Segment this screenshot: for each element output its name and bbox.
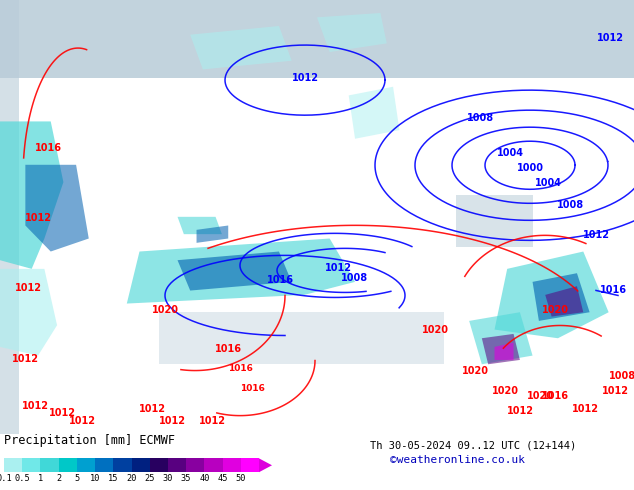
Bar bbox=[456, 195, 533, 247]
Text: 45: 45 bbox=[217, 474, 228, 483]
Polygon shape bbox=[495, 251, 609, 338]
Text: 1012: 1012 bbox=[292, 73, 318, 83]
Polygon shape bbox=[545, 286, 583, 317]
Text: 1020: 1020 bbox=[152, 305, 179, 316]
Bar bbox=[22, 458, 41, 472]
Polygon shape bbox=[197, 225, 228, 243]
Polygon shape bbox=[178, 251, 292, 291]
Text: 0.1: 0.1 bbox=[0, 474, 12, 483]
Polygon shape bbox=[469, 312, 533, 364]
Text: 1008: 1008 bbox=[342, 273, 368, 283]
Bar bbox=[168, 458, 186, 472]
Text: ©weatheronline.co.uk: ©weatheronline.co.uk bbox=[390, 455, 525, 466]
Text: 40: 40 bbox=[199, 474, 210, 483]
Polygon shape bbox=[0, 269, 57, 356]
Polygon shape bbox=[190, 26, 292, 70]
Text: 1004: 1004 bbox=[496, 148, 524, 158]
Bar bbox=[223, 458, 241, 472]
Text: 1008: 1008 bbox=[609, 370, 634, 381]
Text: 15: 15 bbox=[108, 474, 119, 483]
Text: 1012: 1012 bbox=[325, 264, 351, 273]
Bar bbox=[41, 458, 58, 472]
Bar bbox=[77, 458, 95, 472]
Text: 25: 25 bbox=[145, 474, 155, 483]
Text: Precipitation [mm] ECMWF: Precipitation [mm] ECMWF bbox=[4, 434, 175, 447]
Polygon shape bbox=[317, 13, 387, 52]
Bar bbox=[0, 0, 634, 78]
Text: 1: 1 bbox=[38, 474, 43, 483]
Polygon shape bbox=[482, 334, 520, 364]
Text: 1012: 1012 bbox=[138, 404, 165, 414]
Bar bbox=[150, 458, 168, 472]
Bar bbox=[113, 458, 131, 472]
Text: 1012: 1012 bbox=[602, 386, 628, 395]
Text: 1012: 1012 bbox=[11, 354, 39, 364]
Bar bbox=[204, 458, 223, 472]
Text: 5: 5 bbox=[74, 474, 79, 483]
Text: 2: 2 bbox=[56, 474, 61, 483]
Text: 10: 10 bbox=[90, 474, 100, 483]
Text: 1012: 1012 bbox=[158, 416, 186, 426]
Bar bbox=[158, 312, 444, 364]
Text: 1020: 1020 bbox=[491, 386, 519, 395]
Text: 1008: 1008 bbox=[557, 200, 583, 210]
Text: 1016: 1016 bbox=[600, 286, 626, 295]
Text: 1004: 1004 bbox=[534, 178, 562, 188]
Text: 50: 50 bbox=[236, 474, 246, 483]
Bar bbox=[131, 458, 150, 472]
Bar bbox=[241, 458, 259, 472]
Text: 1012: 1012 bbox=[15, 283, 41, 294]
Text: 1012: 1012 bbox=[198, 416, 226, 426]
Text: 1020: 1020 bbox=[526, 391, 553, 401]
Text: 1012: 1012 bbox=[583, 230, 609, 241]
Bar bbox=[95, 458, 113, 472]
Text: 1016: 1016 bbox=[266, 275, 294, 285]
Bar bbox=[58, 458, 77, 472]
Text: 1016: 1016 bbox=[214, 343, 242, 353]
Polygon shape bbox=[533, 273, 590, 321]
Bar bbox=[0, 0, 19, 434]
Text: 1016: 1016 bbox=[240, 384, 264, 393]
Polygon shape bbox=[349, 87, 399, 139]
Polygon shape bbox=[127, 239, 355, 303]
Text: 1020: 1020 bbox=[422, 325, 448, 336]
Polygon shape bbox=[0, 122, 63, 269]
Text: 1020: 1020 bbox=[541, 305, 569, 316]
Text: 1012: 1012 bbox=[25, 213, 51, 223]
Text: 1012: 1012 bbox=[597, 33, 623, 43]
Text: Th 30-05-2024 09..12 UTC (12+144): Th 30-05-2024 09..12 UTC (12+144) bbox=[370, 441, 576, 451]
Text: 1012: 1012 bbox=[48, 408, 75, 417]
Text: 20: 20 bbox=[126, 474, 137, 483]
Polygon shape bbox=[495, 343, 514, 360]
Text: 1012: 1012 bbox=[68, 416, 96, 426]
Polygon shape bbox=[25, 165, 89, 251]
Text: 1020: 1020 bbox=[462, 366, 489, 375]
Text: 1016: 1016 bbox=[541, 391, 569, 401]
Bar bbox=[4, 458, 22, 472]
Text: 1012: 1012 bbox=[571, 404, 598, 414]
Text: 1016: 1016 bbox=[228, 364, 252, 373]
Text: 1012: 1012 bbox=[507, 406, 533, 416]
Text: 1000: 1000 bbox=[517, 163, 543, 173]
Text: 0.5: 0.5 bbox=[15, 474, 30, 483]
Text: 35: 35 bbox=[181, 474, 191, 483]
Text: 1008: 1008 bbox=[467, 113, 493, 123]
Text: 1012: 1012 bbox=[22, 401, 48, 411]
Bar bbox=[186, 458, 204, 472]
Text: 30: 30 bbox=[163, 474, 173, 483]
Polygon shape bbox=[259, 458, 272, 472]
Polygon shape bbox=[178, 217, 222, 234]
Text: 1016: 1016 bbox=[34, 143, 61, 153]
